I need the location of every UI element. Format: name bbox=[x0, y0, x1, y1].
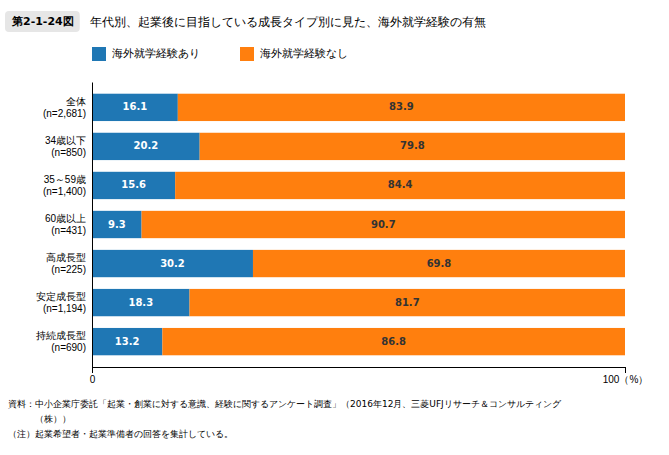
y-tick: 安定成長型(n=1,194) bbox=[36, 291, 86, 314]
bars bbox=[92, 94, 625, 356]
data-label: 15.6 bbox=[121, 179, 146, 190]
legend-item: 海外就学経験あり bbox=[92, 47, 200, 61]
bar bbox=[92, 211, 142, 238]
y-tick: 60歳以上(n=431) bbox=[45, 213, 86, 236]
y-tick: 全体(n=2,681) bbox=[43, 96, 86, 119]
data-label: 81.7 bbox=[395, 297, 420, 308]
y-tick-label: 60歳以上(n=431) bbox=[45, 213, 86, 236]
y-tick: 35～59歳(n=1,400) bbox=[43, 174, 86, 197]
footnote: （株）） bbox=[8, 414, 71, 424]
y-tick-label: 全体(n=2,681) bbox=[43, 96, 86, 119]
legend: 海外就学経験あり 海外就学経験なし bbox=[92, 47, 348, 61]
bar bbox=[92, 94, 178, 121]
y-tick-label: 高成長型(n=225) bbox=[46, 252, 86, 275]
bar bbox=[253, 250, 625, 277]
data-label: 84.4 bbox=[388, 179, 413, 190]
data-label: 13.2 bbox=[115, 336, 140, 347]
bar bbox=[92, 172, 175, 199]
bar bbox=[142, 211, 625, 238]
x-tick: 0 bbox=[90, 367, 96, 385]
bar bbox=[190, 289, 625, 316]
footer: 資料：中小企業庁委託「起業・創業に対する意識、経験に関するアンケート調査」（20… bbox=[8, 399, 562, 439]
data-label: 69.8 bbox=[427, 258, 452, 269]
plot: 16.1 20.2 15.6 9.3 30.2 18.3 13.2 83.9 79.8 84.4 9… bbox=[36, 83, 648, 386]
legend-label: 海外就学経験なし bbox=[260, 47, 348, 60]
x-tick-label: 0 bbox=[90, 374, 96, 385]
x-tick-mark bbox=[625, 367, 626, 373]
bar bbox=[92, 133, 200, 160]
data-label: 83.9 bbox=[389, 101, 414, 112]
y-tick-label: 安定成長型(n=1,194) bbox=[36, 291, 86, 314]
bar bbox=[200, 133, 625, 160]
y-tick-label: 持続成長型(n=690) bbox=[36, 330, 86, 353]
x-axis-line bbox=[93, 368, 626, 374]
chart: 第2-1-24図 年代別、起業後に目指している成長タイプ別に見た、海外就学経験の有… bbox=[0, 0, 669, 455]
legend-item: 海外就学経験なし bbox=[240, 47, 348, 61]
y-axis: 全体(n=2,681) 34歳以下(n=850) 35～59歳(n=1,400) 60… bbox=[36, 83, 93, 368]
x-tick-mark bbox=[92, 367, 93, 373]
data-labels: 16.1 20.2 15.6 9.3 30.2 18.3 13.2 83.9 79.8 84.4 9… bbox=[108, 101, 451, 346]
data-label: 90.7 bbox=[371, 219, 396, 230]
series bbox=[142, 94, 625, 356]
data-label: 79.8 bbox=[400, 140, 425, 151]
bar bbox=[175, 172, 625, 199]
figure-label: 第2-1-24図 bbox=[11, 15, 74, 28]
x-tick-label: 100（%） bbox=[603, 374, 649, 385]
y-tick-label: 35～59歳(n=1,400) bbox=[43, 174, 86, 197]
legend-swatch bbox=[240, 47, 254, 61]
legend-swatch bbox=[92, 47, 106, 61]
legend-label: 海外就学経験あり bbox=[112, 47, 200, 60]
x-tick: 100（%） bbox=[603, 367, 649, 385]
data-label: 86.8 bbox=[381, 336, 406, 347]
bar bbox=[92, 250, 253, 277]
bar bbox=[92, 328, 162, 355]
y-tick: 高成長型(n=225) bbox=[46, 252, 86, 275]
y-tick: 持続成長型(n=690) bbox=[36, 330, 86, 353]
y-tick: 34歳以下(n=850) bbox=[45, 135, 86, 158]
data-label: 30.2 bbox=[160, 258, 185, 269]
y-axis-line bbox=[92, 83, 93, 368]
bar bbox=[178, 94, 625, 121]
y-tick-label: 34歳以下(n=850) bbox=[45, 135, 86, 158]
data-label: 20.2 bbox=[133, 140, 158, 151]
x-axis: 0 100（%） bbox=[90, 367, 649, 385]
data-label: 18.3 bbox=[128, 297, 153, 308]
title: 年代別、起業後に目指している成長タイプ別に見た、海外就学経験の有無 bbox=[90, 15, 486, 29]
figure-label-box bbox=[5, 11, 80, 32]
footnote: 資料：中小企業庁委託「起業・創業に対する意識、経験に関するアンケート調査」（20… bbox=[8, 399, 562, 409]
data-label: 16.1 bbox=[123, 101, 148, 112]
data-label: 9.3 bbox=[108, 219, 126, 230]
bar bbox=[92, 289, 190, 316]
bar bbox=[162, 328, 625, 355]
header: 第2-1-24図 年代別、起業後に目指している成長タイプ別に見た、海外就学経験の有… bbox=[5, 11, 486, 32]
footnote: （注）起業希望者・起業準備者の回答を集計している。 bbox=[8, 429, 233, 439]
